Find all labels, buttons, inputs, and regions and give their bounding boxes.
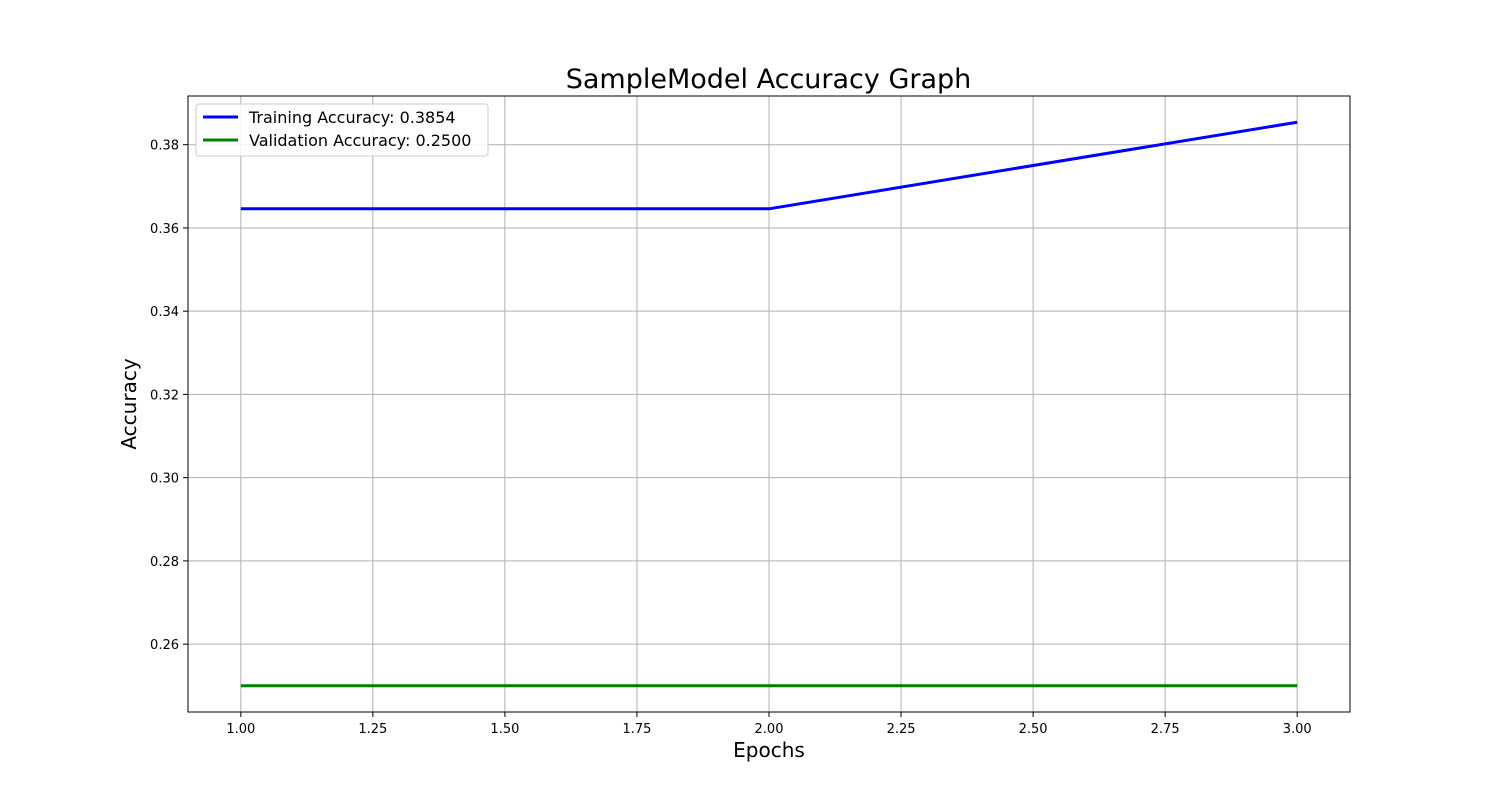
- y-tick-label: 0.36: [150, 222, 179, 237]
- x-tick-label: 2.75: [1151, 722, 1180, 737]
- y-tick-label: 0.34: [150, 305, 179, 320]
- chart-title: SampleModel Accuracy Graph: [566, 64, 972, 95]
- x-tick-label: 2.25: [887, 722, 916, 737]
- x-tick-label: 1.25: [358, 722, 387, 737]
- y-tick-label: 0.26: [150, 638, 179, 653]
- x-tick-label: 1.50: [490, 722, 519, 737]
- axis-ticks: 1.00 1.25 1.50 1.75 2.00 2.25 2.50 2.75 3.00 0.26…: [150, 139, 1312, 737]
- y-axis-title: Accuracy: [117, 358, 141, 449]
- x-tick-label: 2.50: [1019, 722, 1048, 737]
- y-tick-label: 0.32: [150, 388, 179, 403]
- legend-items: Training Accuracy: 0.3854 Validation Accu…: [203, 108, 471, 150]
- y-tick-label: 0.30: [150, 472, 179, 487]
- series-lines: [240, 120, 1298, 688]
- x-tick-label: 2.00: [755, 722, 784, 737]
- x-axis-title: Epochs: [733, 738, 805, 762]
- training-accuracy-line: [240, 120, 1298, 211]
- legend-label: Validation Accuracy: 0.2500: [249, 131, 471, 150]
- x-tick-label: 3.00: [1283, 722, 1312, 737]
- y-tick-label: 0.28: [150, 555, 179, 570]
- legend: Training Accuracy: 0.3854 Validation Accu…: [195, 103, 489, 157]
- legend-label: Training Accuracy: 0.3854: [248, 108, 456, 127]
- legend-box: [195, 103, 489, 157]
- x-tick-label: 1.75: [622, 722, 651, 737]
- y-tick-label: 0.38: [150, 139, 179, 154]
- x-tick-label: 1.00: [226, 722, 255, 737]
- grid-lines: [188, 96, 1350, 712]
